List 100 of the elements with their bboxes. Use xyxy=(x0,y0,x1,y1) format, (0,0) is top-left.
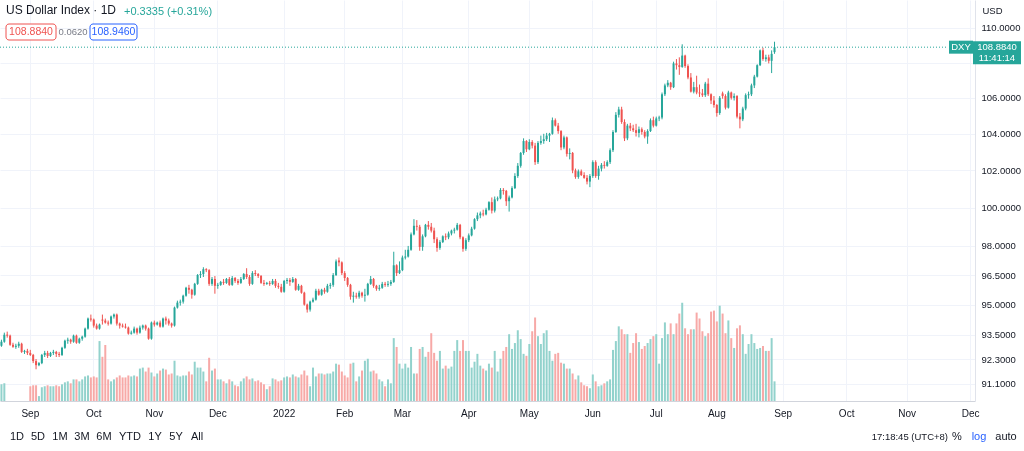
bar xyxy=(476,353,479,401)
bar xyxy=(635,333,638,401)
annotation: 108.8840 xyxy=(9,25,54,37)
bar xyxy=(516,330,519,401)
text: All xyxy=(190,430,204,442)
bar xyxy=(375,373,378,401)
bar xyxy=(187,371,190,401)
bar xyxy=(384,386,387,401)
text: 1D xyxy=(9,430,25,442)
text: 108.8840 xyxy=(977,41,1017,53)
bar xyxy=(727,320,730,401)
bar xyxy=(571,373,574,401)
x-tick-label: Apr xyxy=(460,407,478,419)
bar xyxy=(430,333,433,401)
bar xyxy=(438,350,441,401)
bar xyxy=(669,323,672,401)
text: 5D xyxy=(30,430,46,442)
bar xyxy=(386,379,389,401)
bar xyxy=(202,371,205,401)
bar xyxy=(378,379,381,401)
y-tick-label: 106.0000 xyxy=(981,92,1022,104)
text: YTD xyxy=(119,430,142,442)
bar xyxy=(104,345,107,401)
candlestick xyxy=(586,174,589,185)
candlestick xyxy=(187,284,190,295)
ref-line-label: DXY xyxy=(951,41,972,53)
y-tick-label: 91.1000 xyxy=(981,378,1016,390)
bar xyxy=(208,357,211,401)
bar xyxy=(167,374,170,401)
candlestick xyxy=(568,147,571,160)
bar xyxy=(577,375,580,401)
candlestick xyxy=(418,224,421,252)
bar xyxy=(173,360,176,401)
candlestick xyxy=(392,251,395,284)
text: % xyxy=(952,430,963,442)
bar xyxy=(92,376,95,401)
x-tick-label: Dec xyxy=(208,407,227,419)
bar xyxy=(672,334,675,401)
bar xyxy=(663,322,666,401)
bar xyxy=(29,386,32,401)
y-tick-label: 93.5000 xyxy=(981,329,1016,341)
bar xyxy=(147,367,150,401)
bar xyxy=(306,375,309,401)
candlestick xyxy=(164,316,167,326)
candlestick xyxy=(675,58,678,71)
bar xyxy=(487,363,490,401)
text: log xyxy=(971,430,987,442)
bar xyxy=(554,353,557,401)
bar xyxy=(182,375,185,401)
bar xyxy=(277,381,280,401)
bar xyxy=(580,382,583,401)
bar xyxy=(170,373,173,401)
bar xyxy=(678,313,681,401)
bar xyxy=(583,385,586,401)
candlestick xyxy=(358,290,361,300)
x-tick-label: Mar xyxy=(393,407,412,419)
candlestick xyxy=(637,126,640,138)
text: 1Y xyxy=(148,430,163,442)
candlestick xyxy=(361,291,364,299)
x-tick-label: Oct xyxy=(85,407,102,419)
bar xyxy=(750,334,753,401)
x-tick-label: Sep xyxy=(21,407,40,419)
x-tick-label: Oct xyxy=(838,407,855,419)
x-tick-label: May xyxy=(519,407,539,419)
bar xyxy=(557,352,560,401)
bar xyxy=(493,350,496,401)
y-tick-label: 96.5000 xyxy=(981,269,1016,281)
text: auto xyxy=(995,430,1017,442)
bar xyxy=(461,340,464,401)
bar xyxy=(144,371,147,401)
candlestick xyxy=(213,275,216,295)
bar xyxy=(591,374,594,401)
bar xyxy=(81,379,84,401)
x-tick-label: Nov xyxy=(898,407,917,419)
y-tick-label: 102.0000 xyxy=(981,164,1022,176)
y-tick-label: 100.0000 xyxy=(981,202,1022,214)
bar xyxy=(35,385,38,401)
bar xyxy=(770,338,773,401)
bar xyxy=(404,363,407,401)
bar xyxy=(718,305,721,401)
bar xyxy=(398,363,401,401)
text: 3M xyxy=(74,430,90,442)
text: 17:18:45 (UTC+8) xyxy=(871,431,948,442)
chart-title: US Dollar Index · 1D xyxy=(6,3,117,17)
bar xyxy=(193,361,196,401)
bar xyxy=(257,380,260,401)
bar xyxy=(464,350,467,401)
text: 6M xyxy=(96,430,112,442)
y-tick-label: 95.0000 xyxy=(981,299,1016,311)
bar xyxy=(730,338,733,401)
candlestick xyxy=(262,279,265,287)
bar xyxy=(32,385,35,401)
bar xyxy=(640,348,643,401)
bar xyxy=(395,346,398,401)
annotation: 108.9460 xyxy=(91,25,136,37)
bar xyxy=(185,375,188,401)
bar xyxy=(545,330,548,401)
text: 11:41:14 xyxy=(978,52,1016,64)
bar xyxy=(695,312,698,401)
bar xyxy=(95,377,98,401)
